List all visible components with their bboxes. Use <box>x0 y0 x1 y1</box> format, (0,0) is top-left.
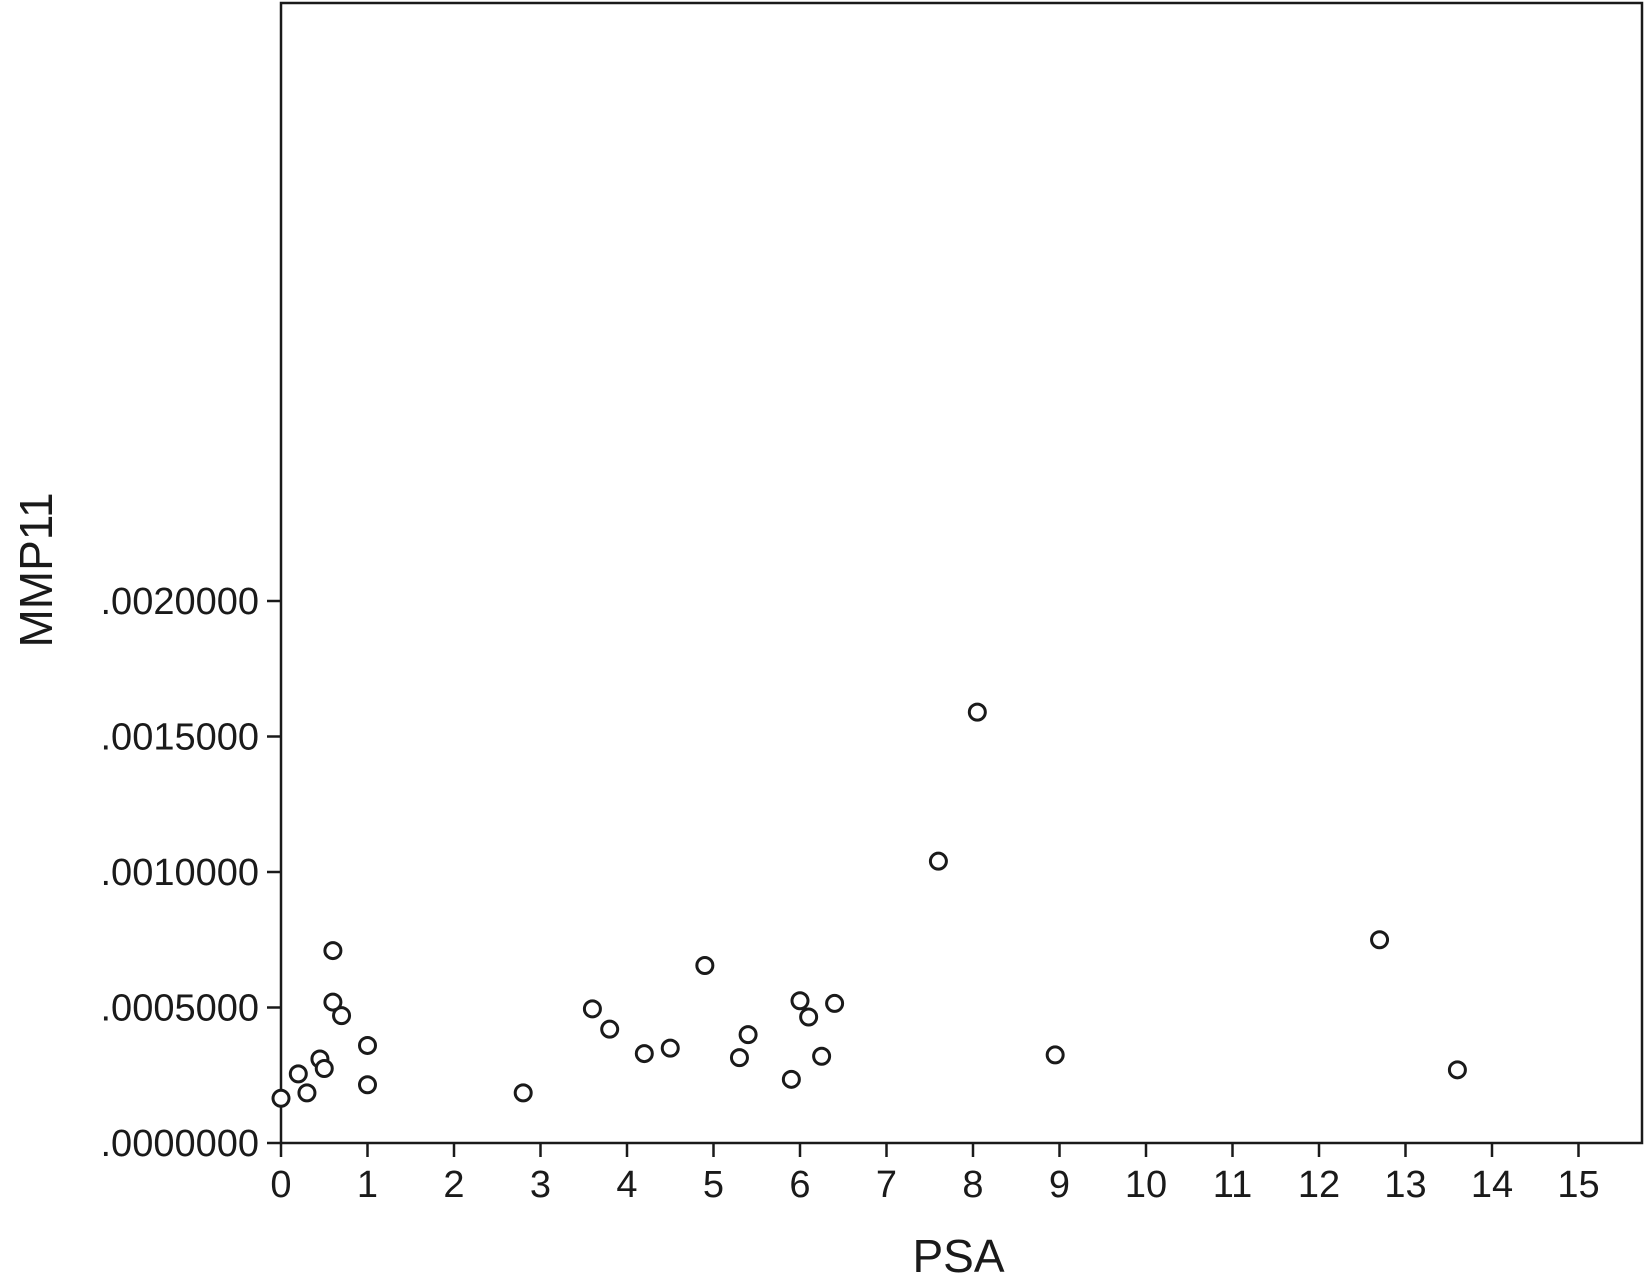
y-tick-label: .0000000 <box>101 1123 260 1165</box>
x-axis-title: PSA <box>912 1230 1004 1282</box>
x-tick-label: 8 <box>962 1164 983 1206</box>
data-point <box>513 1083 533 1103</box>
data-point <box>729 1048 749 1068</box>
data-point <box>781 1069 801 1089</box>
data-point <box>288 1064 308 1084</box>
x-tick-label: 10 <box>1125 1164 1167 1206</box>
x-tick-label: 6 <box>789 1164 810 1206</box>
plot-frame <box>279 1 1644 1145</box>
data-point <box>582 999 602 1019</box>
data-point <box>358 1035 377 1055</box>
x-tick-label: 0 <box>270 1164 291 1206</box>
y-axis: .0000000 .0005000 .0010000 .0015000 .0020000 <box>101 581 281 1165</box>
x-tick-label: 14 <box>1471 1164 1513 1206</box>
data-point <box>600 1019 620 1039</box>
data-point <box>738 1025 758 1045</box>
x-tick-label: 13 <box>1384 1164 1426 1206</box>
x-tick-label: 9 <box>1049 1164 1070 1206</box>
x-tick-label: 7 <box>876 1164 897 1206</box>
x-tick-label: 15 <box>1557 1164 1599 1206</box>
data-point <box>799 1007 819 1027</box>
data-point <box>695 955 715 975</box>
data-point <box>790 991 810 1011</box>
data-point <box>1370 930 1390 950</box>
data-point <box>314 1058 334 1078</box>
x-tick-label: 4 <box>616 1164 637 1206</box>
data-point <box>271 1088 291 1108</box>
y-axis-title: MMP11 <box>10 492 62 647</box>
data-point <box>825 993 845 1013</box>
x-tick-label: 5 <box>703 1164 724 1206</box>
data-point <box>967 702 987 722</box>
y-tick-label: .0010000 <box>101 852 260 894</box>
data-point <box>297 1083 317 1103</box>
data-point <box>812 1046 832 1066</box>
plot-border <box>279 1 1644 1145</box>
x-tick-label: 1 <box>357 1164 378 1206</box>
data-point <box>1447 1060 1467 1080</box>
data-point <box>323 941 343 961</box>
x-axis: 0 1 2 3 4 5 6 7 8 9 10 11 12 13 14 15 <box>270 1143 1600 1206</box>
y-tick-label: .0015000 <box>101 717 260 759</box>
x-tick-label: 3 <box>530 1164 551 1206</box>
data-point <box>323 992 343 1012</box>
data-point <box>660 1038 680 1058</box>
data-point <box>928 851 948 871</box>
x-tick-label: 11 <box>1213 1164 1252 1206</box>
y-tick-label: .0005000 <box>101 988 260 1030</box>
data-point <box>634 1044 654 1064</box>
x-tick-label: 2 <box>443 1164 464 1206</box>
y-tick-label: .0020000 <box>101 581 260 623</box>
data-point <box>332 1006 352 1026</box>
data-point <box>358 1075 377 1095</box>
data-points <box>271 702 1467 1108</box>
x-tick-label: 12 <box>1298 1164 1340 1206</box>
data-point <box>1045 1045 1065 1065</box>
